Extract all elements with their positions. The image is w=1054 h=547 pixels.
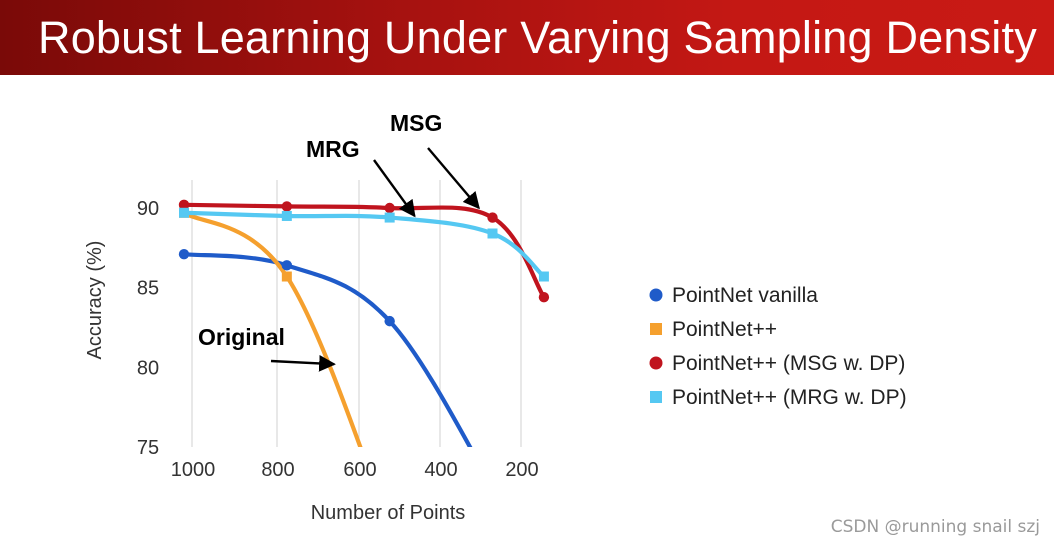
data-point-pointnet-msg-w-dp — [281, 201, 293, 212]
data-point-pointnet — [281, 271, 292, 282]
y-axis-label: Accuracy (%) — [84, 241, 106, 360]
legend-label-pointnet-mrg-w-dp: PointNet++ (MRG w. DP) — [672, 386, 907, 409]
legend-marker-pointnet-vanilla — [649, 288, 663, 302]
y-tick-label: 90 — [137, 198, 159, 220]
annotation-msg: MSG — [390, 110, 442, 136]
annotation-original: Original — [198, 324, 285, 350]
y-tick-label: 80 — [137, 357, 159, 379]
y-tick-label: 75 — [137, 437, 159, 459]
annotation-arrow — [373, 159, 416, 218]
x-tick-label: 800 — [261, 459, 294, 481]
legend-label-pointnet-msg-w-dp: PointNet++ (MSG w. DP) — [672, 352, 905, 375]
data-point-pointnet-msg-w-dp — [487, 212, 498, 223]
x-tick-label: 600 — [343, 459, 376, 481]
data-point-pointnet-mrg-w-dp — [384, 212, 395, 223]
data-point-pointnet-vanilla — [178, 249, 190, 260]
annotation-arrow — [270, 355, 336, 372]
watermark: CSDN @running snail szj — [830, 517, 1040, 537]
legend-label-pointnet: PointNet++ — [672, 318, 777, 341]
legend-marker-pointnet — [650, 323, 662, 335]
legend-marker-pointnet-mrg-w-dp — [650, 391, 662, 403]
data-point-pointnet-mrg-w-dp — [538, 271, 549, 282]
data-point-pointnet-msg-w-dp — [384, 202, 395, 214]
data-point-pointnet-mrg-w-dp — [281, 210, 292, 221]
legend-label-pointnet-vanilla: PointNet vanilla — [672, 284, 818, 307]
y-tick-label: 85 — [137, 278, 159, 300]
annotation-mrg: MRG — [306, 136, 360, 162]
x-axis-label: Number of Points — [311, 502, 466, 524]
data-point-pointnet-msg-w-dp — [538, 292, 550, 303]
data-point-pointnet-msg-w-dp — [178, 199, 190, 211]
data-point-pointnet-vanilla — [384, 315, 395, 327]
x-tick-label: 200 — [505, 459, 538, 481]
series-line-pointnet-vanilla — [181, 252, 473, 447]
data-point-pointnet-vanilla — [281, 260, 293, 271]
slide-title: Robust Learning Under Varying Sampling D… — [38, 12, 1037, 63]
series-line-pointnet-mrg-w-dp — [181, 210, 547, 279]
x-tick-label: 1000 — [171, 459, 216, 481]
legend-marker-pointnet-msg-w-dp — [649, 356, 663, 370]
data-point-pointnet-mrg-w-dp — [179, 207, 189, 218]
annotation-arrow — [427, 147, 480, 210]
data-point-pointnet-mrg-w-dp — [487, 228, 498, 239]
x-tick-label: 400 — [424, 459, 457, 481]
series-line-pointnet — [181, 210, 363, 447]
title-banner: Robust Learning Under Varying Sampling D… — [0, 0, 1054, 75]
